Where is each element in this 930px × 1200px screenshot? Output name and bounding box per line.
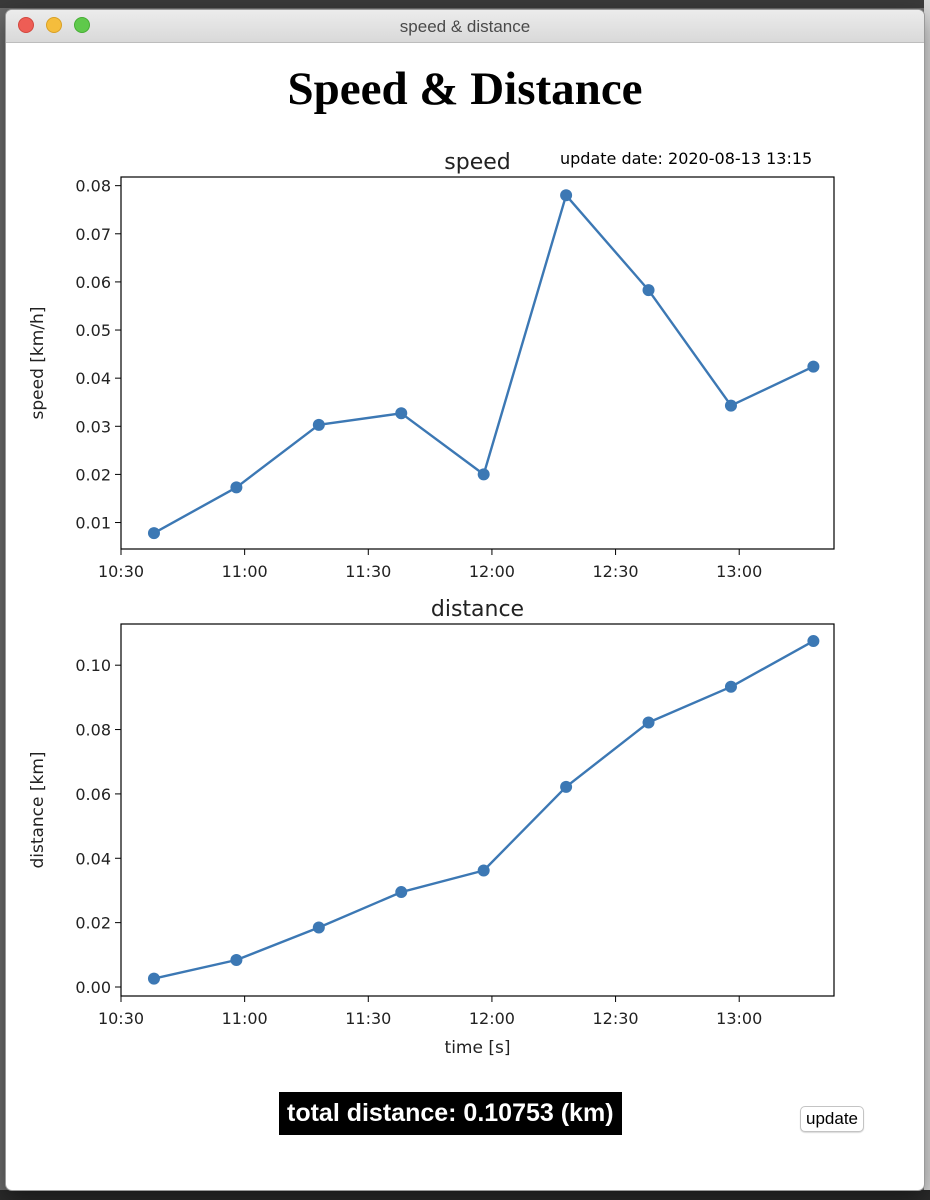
speed-y-tick-label: 0.04 [75, 369, 111, 388]
page-title: Speed & Distance [287, 63, 643, 115]
speed-data-point [477, 468, 490, 481]
distance-x-tick-label: 10:30 [98, 1009, 144, 1028]
distance-y-axis-label: distance [km] [28, 751, 48, 868]
speed-series-line [153, 194, 814, 535]
distance-data-point [395, 886, 408, 899]
speed-x-tick-label: 11:30 [345, 562, 391, 581]
distance-x-tick-label: 11:30 [345, 1009, 391, 1028]
speed-data-point [807, 360, 820, 373]
speed-x-tick-label: 10:30 [98, 562, 144, 581]
distance-data-point [230, 953, 243, 966]
distance-y-tick-label: 0.04 [75, 849, 111, 868]
total-distance-label: total distance: 0.10753 (km) [279, 1092, 622, 1135]
desktop-background-bottom [0, 1190, 930, 1200]
speed-data-point [147, 527, 160, 540]
distance-series-line [153, 640, 814, 980]
speed-data-point [395, 407, 408, 420]
distance-data-point [642, 716, 655, 729]
speed-plot-frame [120, 176, 835, 550]
speed-data-point [642, 284, 655, 297]
update-date-label: update date: 2020-08-13 13:15 [558, 148, 815, 169]
title-bar[interactable]: speed & distance [6, 10, 924, 43]
distance-data-point [560, 780, 573, 793]
distance-x-tick-label: 12:30 [593, 1009, 639, 1028]
speed-y-tick-label: 0.08 [75, 177, 111, 196]
speed-data-point [560, 189, 573, 202]
minimize-window-button[interactable] [46, 17, 62, 33]
distance-x-tick-label: 13:00 [716, 1009, 762, 1028]
speed-x-tick-label: 11:00 [222, 562, 268, 581]
speed-chart-title: speed [444, 150, 510, 175]
charts-canvas: speed 10:30 11:00 11:30 12:00 12:30 13:00 0.01 0… [28, 150, 835, 1058]
distance-plot-frame [120, 623, 835, 997]
distance-y-tick-label: 0.08 [75, 721, 111, 740]
distance-data-point [807, 635, 820, 648]
distance-data-point [312, 921, 325, 934]
speed-y-axis-label: speed [km/h] [28, 307, 48, 420]
speed-y-tick-label: 0.05 [75, 321, 111, 340]
speed-y-tick-label: 0.01 [75, 514, 111, 533]
speed-y-tick-label: 0.06 [75, 273, 111, 292]
maximize-window-button[interactable] [74, 17, 90, 33]
update-button[interactable]: update [800, 1106, 864, 1132]
speed-data-point [312, 418, 325, 431]
distance-chart-title: distance [431, 597, 524, 622]
distance-data-point [477, 864, 490, 877]
speed-x-tick-label: 12:00 [469, 562, 515, 581]
close-window-button[interactable] [18, 17, 34, 33]
speed-y-tick-label: 0.02 [75, 465, 111, 484]
speed-y-tick-label: 0.03 [75, 417, 111, 436]
distance-x-tick-label: 11:00 [222, 1009, 268, 1028]
distance-y-tick-label: 0.06 [75, 785, 111, 804]
distance-data-point [147, 972, 160, 985]
desktop-background [0, 0, 930, 8]
distance-y-tick-label: 0.10 [75, 656, 111, 675]
desktop-background-right [924, 0, 930, 1200]
speed-y-tick-label: 0.07 [75, 225, 111, 244]
distance-y-tick-label: 0.00 [75, 978, 111, 997]
distance-x-tick-label: 12:00 [469, 1009, 515, 1028]
app-window: speed & distance Speed & Distance speed 1… [6, 10, 924, 1190]
speed-data-point [230, 481, 243, 494]
window-title: speed & distance [399, 17, 531, 36]
speed-data-point [724, 399, 737, 412]
distance-x-axis-label: time [s] [445, 1038, 511, 1058]
speed-x-tick-label: 12:30 [593, 562, 639, 581]
distance-data-point [724, 680, 737, 693]
distance-y-tick-label: 0.02 [75, 914, 111, 933]
speed-x-tick-label: 13:00 [716, 562, 762, 581]
